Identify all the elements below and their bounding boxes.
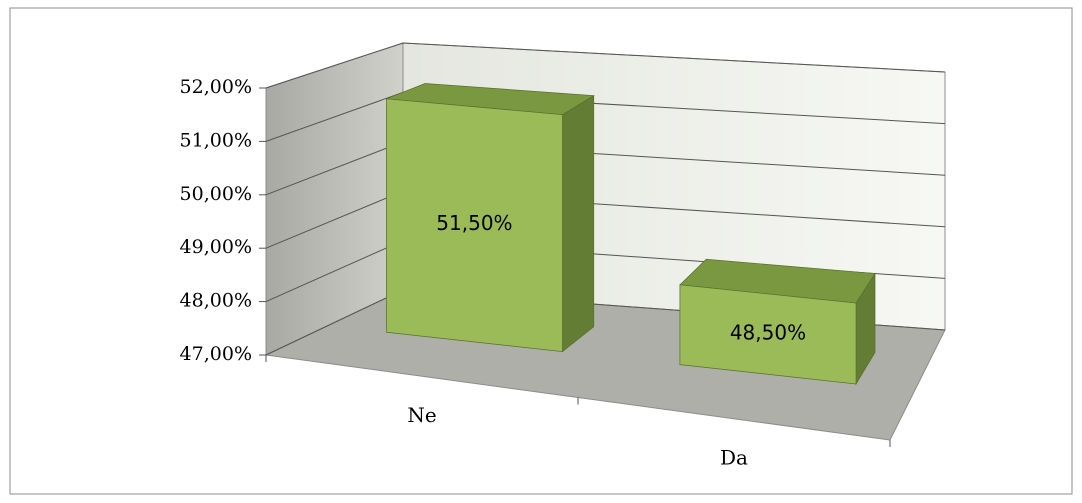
bar-side [562,95,595,353]
y-tick-label: 48,00% [180,290,252,312]
bar-front [679,284,857,385]
x-tick-label: Ne [407,403,436,427]
y-tick-label: 52,00% [180,76,252,98]
bar-front [386,98,563,353]
value-label: 48,50% [730,321,806,345]
bar [386,83,595,353]
value-label: 51,50% [436,211,512,235]
grid-line [265,42,946,89]
y-tick-label: 51,00% [180,129,252,151]
bar [679,258,876,386]
y-tick-label: 47,00% [180,343,252,365]
y-tick-label: 50,00% [180,183,252,205]
y-tick-label: 49,00% [180,236,252,258]
x-tick-label: Da [720,445,748,469]
